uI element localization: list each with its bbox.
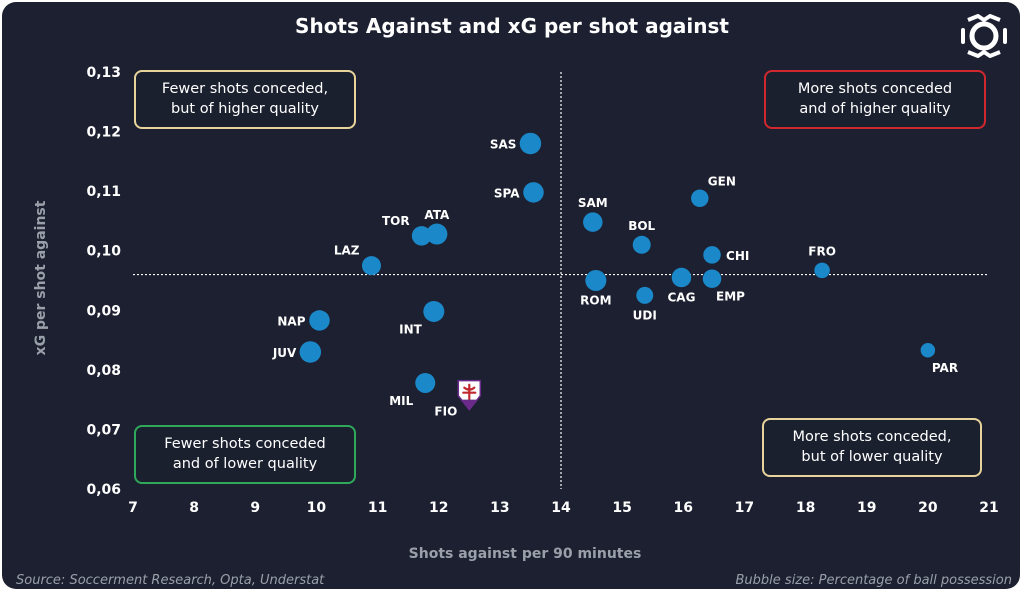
team-bubble[interactable] [632, 235, 651, 254]
team-label: SPA [494, 186, 520, 200]
team-label: FRO [808, 244, 836, 258]
quadrant-bottom-left-text: Fewer shots conceded and of lower qualit… [164, 436, 326, 472]
x-tick-label: 11 [368, 500, 387, 516]
team-bubble[interactable] [415, 372, 436, 393]
team-bubble[interactable] [361, 256, 381, 276]
x-tick-label: 12 [429, 500, 448, 516]
fiorentina-crest-icon [457, 379, 482, 411]
team-label: NAP [277, 314, 305, 328]
team-label: JUV [272, 346, 297, 360]
y-axis-label: xG per shot against [33, 200, 49, 355]
team-bubble[interactable] [585, 270, 607, 291]
team-bubble[interactable] [299, 341, 322, 363]
team-label: BOL [628, 219, 655, 233]
team-bubble[interactable] [920, 342, 936, 358]
x-tick-label: 15 [612, 500, 631, 516]
x-tick-label: 13 [490, 500, 509, 516]
x-tick-label: 16 [674, 500, 693, 516]
team-label: ROM [580, 294, 611, 308]
x-tick-label: 8 [189, 500, 199, 516]
team-bubble[interactable] [814, 262, 830, 279]
y-tick-label: 0,11 [86, 184, 121, 200]
quadrant-top-right-text: More shots conceded and of higher qualit… [797, 81, 953, 117]
team-bubble[interactable] [636, 286, 654, 304]
footer-source: Source: Soccerment Research, Opta, Under… [16, 573, 325, 588]
quadrant-bottom-left: Fewer shots conceded and of lower qualit… [134, 425, 356, 484]
y-tick-label: 0,09 [86, 303, 121, 319]
y-tick-label: 0,12 [86, 125, 121, 141]
x-tick-label: 20 [918, 500, 938, 516]
x-tick-label: 9 [250, 500, 260, 516]
quadrant-bottom-right: More shots conceded, but of lower qualit… [762, 418, 982, 477]
team-label: SAM [578, 196, 608, 210]
y-tick-label: 0,07 [86, 422, 121, 438]
x-axis-label: Shots against per 90 minutes [409, 546, 642, 562]
team-label: SAS [490, 137, 517, 151]
team-bubble[interactable] [523, 182, 544, 203]
team-bubble[interactable] [691, 189, 709, 208]
footer-note: Bubble size: Percentage of ball possessi… [735, 573, 1012, 588]
team-label: LAZ [334, 244, 360, 258]
team-bubble[interactable] [411, 226, 432, 246]
team-bubble[interactable] [671, 267, 692, 288]
team-label: CHI [726, 249, 749, 263]
y-tick-label: 0,13 [86, 65, 121, 81]
team-bubble[interactable] [703, 246, 721, 264]
quadrant-top-left-text: Fewer shots conceded, but of higher qual… [161, 81, 329, 117]
team-bubble[interactable] [583, 212, 603, 232]
team-label: INT [399, 322, 423, 336]
team-label: UDI [633, 308, 657, 322]
quadrant-bottom-right-text: More shots conceded, but of lower qualit… [792, 429, 952, 465]
x-tick-label: 19 [857, 500, 876, 516]
chart-title: Shots Against and xG per shot against [295, 14, 729, 38]
x-tick-label: 21 [979, 500, 998, 516]
quadrant-top-right: More shots conceded and of higher qualit… [764, 70, 986, 129]
y-tick-label: 0,08 [86, 363, 121, 379]
y-tick-label: 0,10 [86, 244, 121, 260]
x-tick-label: 18 [796, 500, 815, 516]
team-bubble[interactable] [702, 269, 722, 288]
team-label: MIL [389, 394, 413, 408]
x-tick-label: 7 [128, 500, 138, 516]
team-label: PAR [932, 361, 958, 375]
team-bubble[interactable] [423, 300, 445, 322]
team-label: TOR [382, 214, 410, 228]
x-tick-label: 17 [735, 500, 754, 516]
x-tick-label: 14 [551, 500, 571, 516]
team-label: CAG [667, 291, 695, 305]
team-label: ATA [424, 208, 450, 222]
league-logo-icon [961, 14, 1007, 58]
team-label: GEN [708, 174, 736, 188]
team-label: EMP [716, 290, 745, 304]
team-label: FIO [434, 405, 457, 419]
quadrant-top-left: Fewer shots conceded, but of higher qual… [134, 70, 356, 129]
y-tick-label: 0,06 [86, 482, 121, 498]
team-bubble[interactable] [309, 310, 330, 331]
x-tick-label: 10 [307, 500, 327, 516]
team-bubble[interactable] [426, 223, 448, 245]
team-bubble[interactable] [519, 132, 542, 155]
